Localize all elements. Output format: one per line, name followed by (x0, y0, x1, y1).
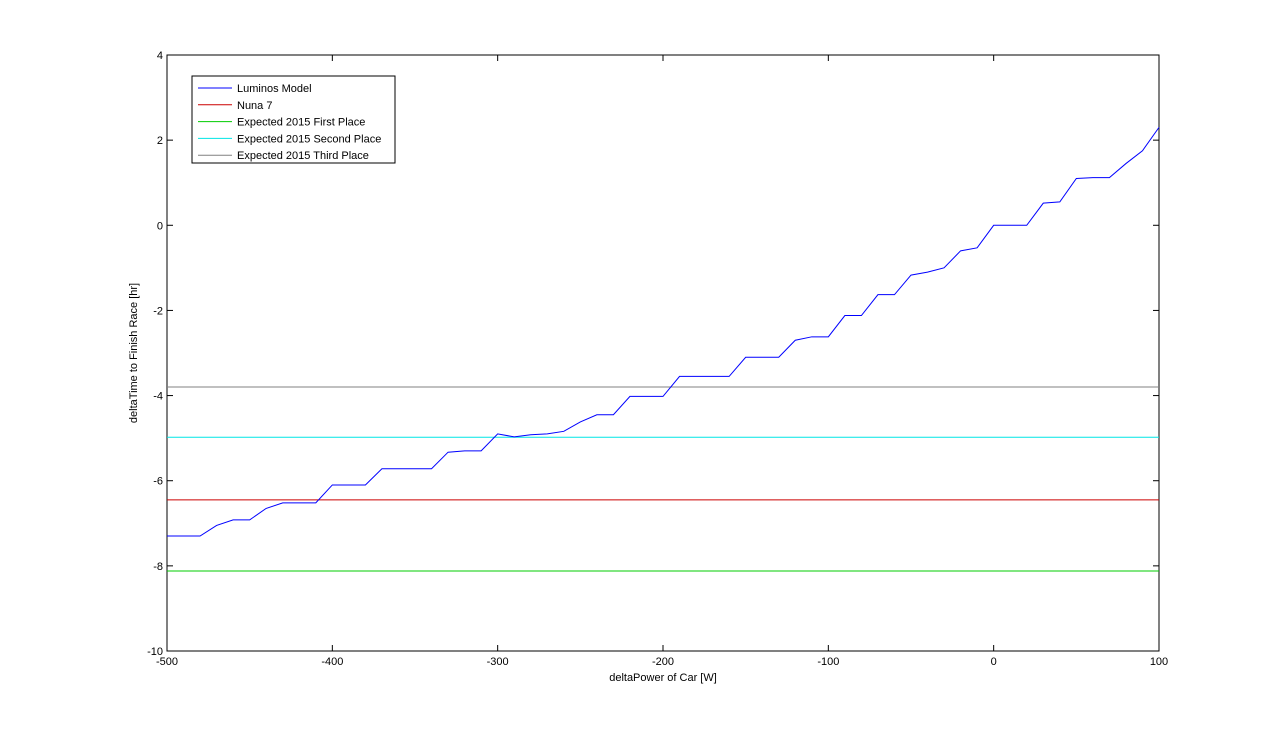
legend-label: Expected 2015 First Place (237, 117, 365, 129)
x-tick-label: 100 (1150, 656, 1168, 668)
y-tick-label: -10 (147, 646, 163, 658)
x-tick-label: -500 (156, 656, 178, 668)
x-axis: -500 -400 -300 -200 -100 0 100 (156, 55, 1168, 668)
legend-box (191, 75, 396, 164)
series-layer (167, 127, 1160, 572)
y-tick-label: 0 (157, 220, 163, 232)
y-tick-label: 4 (157, 50, 163, 62)
y-axis-label: deltaTime to Finish Race [hr] (128, 283, 140, 423)
legend-label: Luminos Model (237, 83, 312, 95)
legend: Luminos Model Nuna 7 Expected 2015 First P… (191, 75, 396, 164)
series-line-luminos-model (167, 127, 1160, 537)
y-tick-label: 2 (157, 135, 163, 147)
legend-label: Expected 2015 Third Place (237, 150, 369, 162)
x-tick-label: -300 (487, 656, 509, 668)
legend-label: Nuna 7 (237, 100, 272, 112)
x-tick-label: 0 (991, 656, 997, 668)
x-axis-label: deltaPower of Car [W] (609, 672, 717, 684)
y-tick-label: -2 (153, 305, 163, 317)
y-tick-label: -6 (153, 476, 163, 488)
x-tick-label: -400 (321, 656, 343, 668)
y-tick-label: -8 (153, 561, 163, 573)
y-tick-label: -4 (153, 391, 163, 403)
x-tick-label: -100 (817, 656, 839, 668)
legend-label: Expected 2015 Second Place (237, 133, 381, 145)
y-axis: -10 -8 -6 -4 -2 0 2 4 (147, 50, 1159, 658)
x-tick-label: -200 (652, 656, 674, 668)
